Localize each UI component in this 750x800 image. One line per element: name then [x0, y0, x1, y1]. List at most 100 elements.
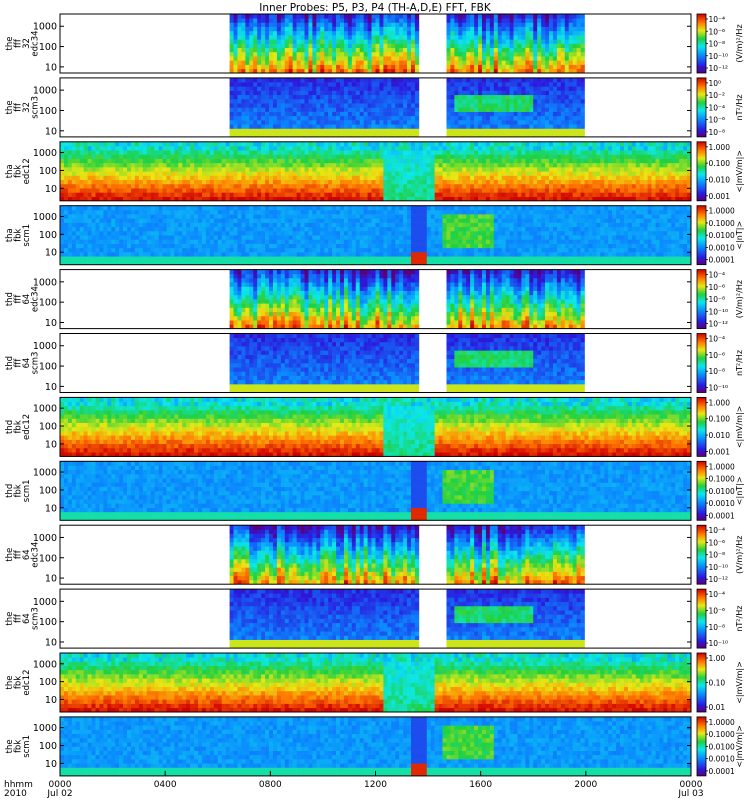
spectrogram-cell — [372, 120, 376, 125]
spectrogram-cell — [494, 18, 498, 23]
spectrogram-cell — [230, 56, 234, 61]
spectrogram-cell — [569, 44, 573, 49]
spectrogram-cell — [545, 14, 549, 19]
spectrogram-cell — [305, 56, 309, 61]
spectrogram-cell — [557, 124, 561, 129]
spectrogram-cell — [147, 167, 151, 172]
spectrogram-cell — [92, 188, 96, 193]
spectrogram-cell — [269, 65, 273, 70]
spectrogram-cell — [498, 44, 502, 49]
spectrogram-cell — [486, 22, 490, 27]
spectrogram-cell — [245, 31, 249, 36]
spectrogram-cell — [454, 65, 458, 70]
spectrogram-cell — [383, 112, 387, 117]
spectrogram-cell — [277, 31, 281, 36]
spectrogram-cell — [533, 27, 537, 32]
spectrogram-cell — [76, 163, 80, 168]
spectrogram-cell — [561, 14, 565, 19]
spectrogram-cell — [234, 95, 238, 100]
spectrogram-cell — [285, 27, 289, 32]
spectrogram-cell — [506, 128, 510, 133]
spectrogram-cell — [506, 120, 510, 125]
spectrogram-cell — [498, 120, 502, 125]
spectrogram-cell — [257, 112, 261, 117]
spectrogram-cell — [383, 107, 387, 112]
spectrogram-cell — [581, 56, 585, 61]
spectrogram-cell — [466, 18, 470, 23]
spectrogram-cell — [257, 44, 261, 49]
spectrogram-cell — [316, 52, 320, 57]
spectrogram-cell — [308, 27, 312, 32]
spectrogram-cell — [368, 14, 372, 19]
spectrogram-cell — [72, 184, 76, 189]
spectrogram-cell — [537, 124, 541, 129]
spectrogram-cell — [506, 22, 510, 27]
spectrogram-cell — [237, 39, 241, 44]
spectrogram-cell — [510, 112, 514, 117]
spectrogram-cell — [372, 52, 376, 57]
spectrogram-cell — [147, 171, 151, 176]
spectrogram-cell — [557, 82, 561, 87]
spectrogram-cell — [348, 107, 352, 112]
spectrogram-cell — [561, 95, 565, 100]
spectrogram-cell — [368, 107, 372, 112]
spectrogram-cell — [545, 99, 549, 104]
spectrogram-cell — [301, 44, 305, 49]
spectrogram-cell — [549, 95, 553, 100]
spectrogram-cell — [450, 22, 454, 27]
spectrogram-cell — [135, 146, 139, 151]
spectrogram-cell — [273, 124, 277, 129]
spectrogram-cell — [537, 18, 541, 23]
spectrogram-cell — [529, 22, 533, 27]
spectrogram-cell — [293, 91, 297, 96]
spectrogram-cell — [285, 91, 289, 96]
spectrogram-cell — [557, 27, 561, 32]
spectrogram-cell — [269, 48, 273, 53]
spectrogram-cell — [320, 86, 324, 91]
spectrogram-cell — [581, 60, 585, 65]
spectrogram-cell — [265, 86, 269, 91]
spectrogram-cell — [245, 95, 249, 100]
spectrogram-cell — [537, 116, 541, 121]
spectrogram-cell — [415, 65, 419, 70]
spectrogram-cell — [376, 82, 380, 87]
colorbar-tick-label: 10⁻¹⁰ — [709, 52, 729, 61]
spectrogram-cell — [127, 180, 131, 185]
spectrogram-cell — [474, 44, 478, 49]
spectrogram-cell — [364, 78, 368, 83]
spectrogram-cell — [368, 22, 372, 27]
spectrogram-cell — [241, 39, 245, 44]
spectrogram-cell — [76, 150, 80, 155]
spectrogram-cell — [115, 159, 119, 164]
spectrogram-cell — [308, 112, 312, 117]
spectrogram-cell — [403, 82, 407, 87]
spectrogram-cell — [407, 82, 411, 87]
spectrogram-cell — [565, 99, 569, 104]
spectrogram-cell — [376, 22, 380, 27]
spectrogram-cell — [502, 107, 506, 112]
spectrogram-cell — [312, 116, 316, 121]
spectrogram-cell — [458, 65, 462, 70]
spectrogram-cell — [352, 27, 356, 32]
spectrogram-cell — [407, 35, 411, 40]
spectrogram-cell — [529, 124, 533, 129]
spectrogram-cell — [348, 44, 352, 49]
spectrogram-cell — [159, 163, 163, 168]
spectrogram-cell — [478, 86, 482, 91]
spectrogram-cell — [261, 95, 265, 100]
spectrogram-cell — [525, 124, 529, 129]
spectrogram-cell — [561, 116, 565, 121]
spectrogram-cell — [72, 180, 76, 185]
spectrogram-cell — [139, 163, 143, 168]
spectrogram-cell — [273, 95, 277, 100]
spectrogram-cell — [391, 116, 395, 121]
spectrogram-cell — [257, 39, 261, 44]
spectrogram-cell — [395, 52, 399, 57]
spectrogram-cell — [470, 31, 474, 36]
spectrogram-cell — [119, 184, 123, 189]
spectrogram-cell — [395, 107, 399, 112]
spectrogram-cell — [521, 31, 525, 36]
spectrogram-cell — [80, 150, 84, 155]
spectrogram-cell — [561, 124, 565, 129]
spectrogram-cell — [450, 31, 454, 36]
